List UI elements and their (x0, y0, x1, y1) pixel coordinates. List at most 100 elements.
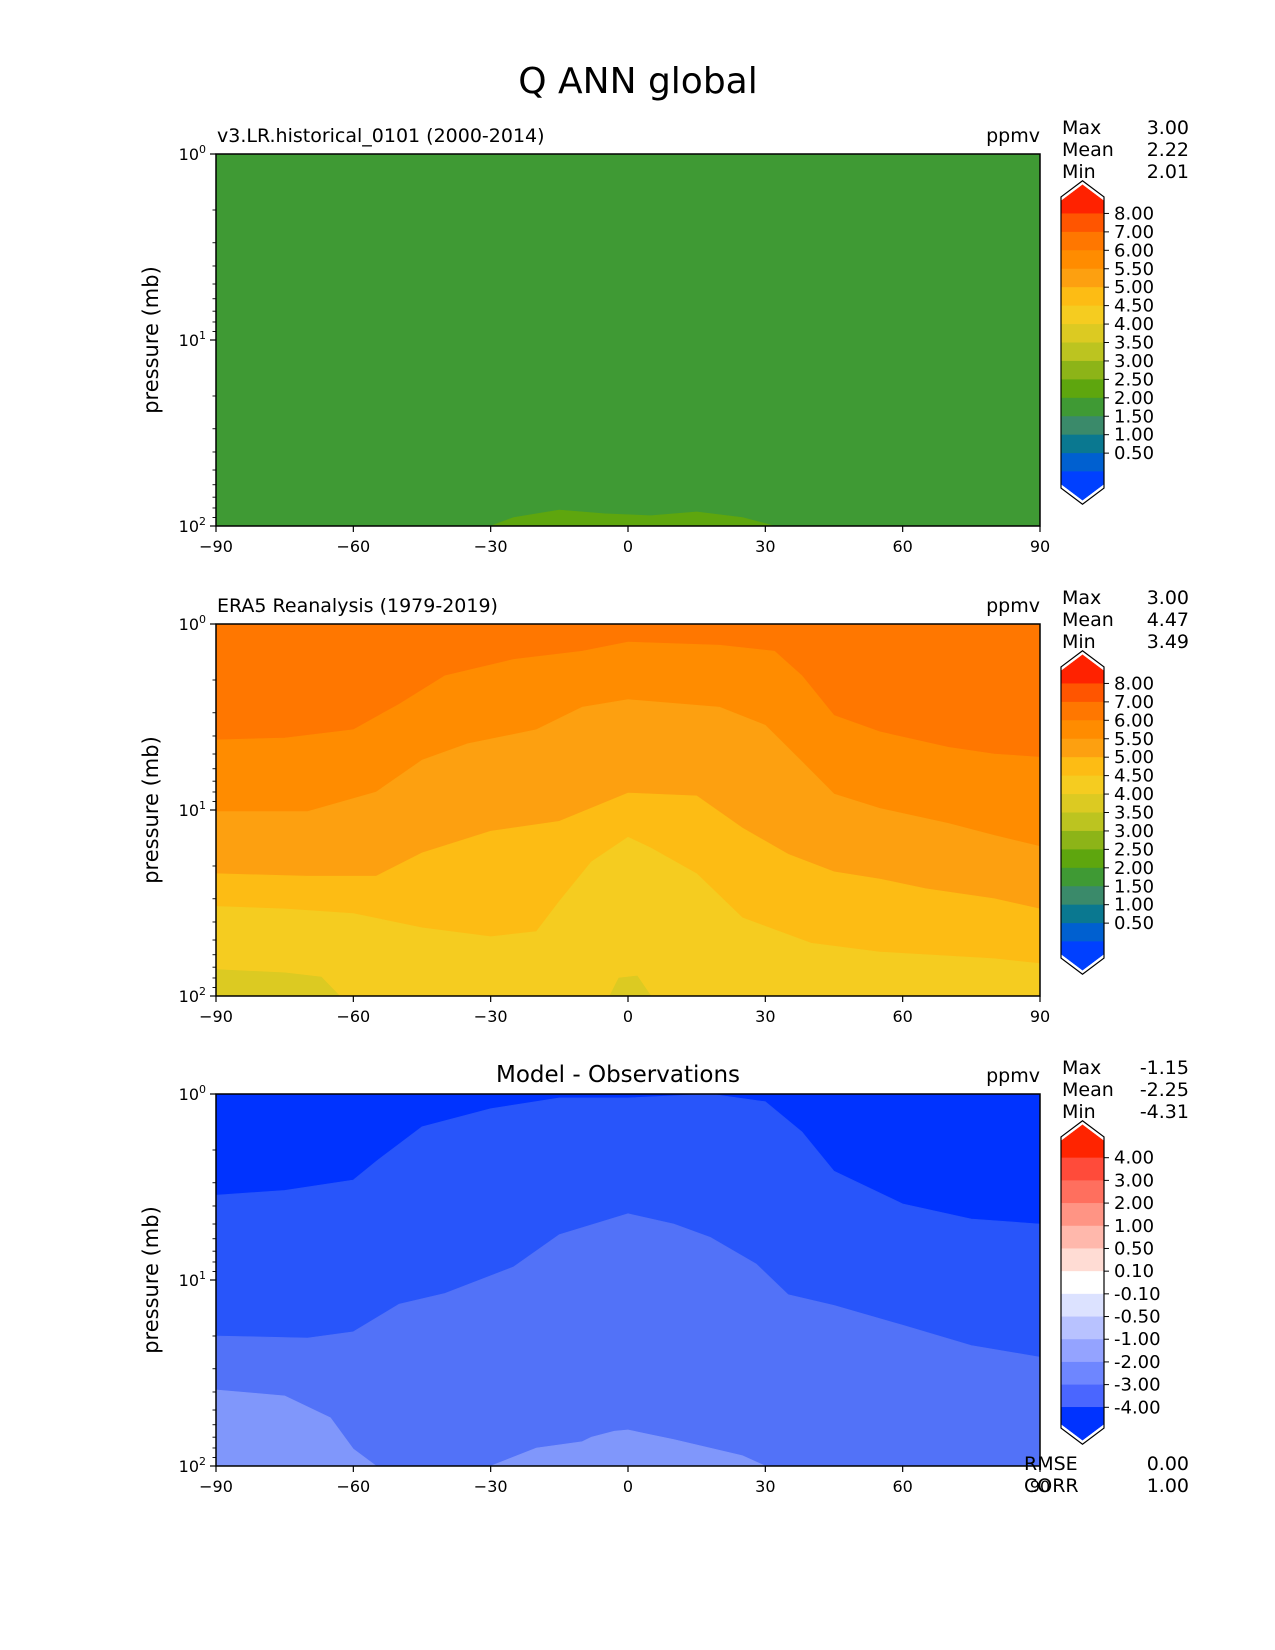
colorbar-tick-label: 0.10 (1114, 1261, 1154, 1282)
x-tick-label: 30 (755, 1477, 775, 1496)
y-axis-label: pressure (mb) (139, 1206, 163, 1354)
stat-value-mean: 4.47 (1147, 609, 1189, 631)
stat-value-min: 3.49 (1147, 631, 1189, 653)
colorbar-segment (1061, 849, 1104, 869)
colorbar-tick-label: 3.00 (1114, 821, 1154, 842)
colorbar-tick-label: 4.50 (1114, 296, 1154, 317)
colorbar-tick-label: 1.00 (1114, 425, 1154, 446)
colorbar-segment (1061, 1384, 1104, 1408)
colorbar-tick-label: 6.00 (1114, 710, 1154, 731)
colorbar-tick-label: 5.50 (1114, 259, 1154, 280)
colorbar-tick-label: -0.50 (1114, 1307, 1161, 1328)
x-tick-label: 0 (623, 537, 633, 556)
colorbar-tick-label: 1.50 (1114, 406, 1154, 427)
stat-value-mean: 2.22 (1147, 139, 1189, 161)
colorbar-segment (1061, 1203, 1104, 1227)
stat-label-max: Max (1062, 587, 1101, 609)
x-tick-label: 90 (1030, 1477, 1050, 1496)
x-tick-label: 90 (1030, 1007, 1050, 1026)
x-tick-label: −60 (336, 1477, 370, 1496)
colorbar-tick-label: 2.50 (1114, 839, 1154, 860)
colorbar-tick-label: 3.50 (1114, 803, 1154, 824)
colorbar-tick-label: 2.00 (1114, 388, 1154, 409)
stat-value-max: 3.00 (1147, 117, 1189, 139)
colorbar-tick-label: 4.00 (1114, 314, 1154, 335)
colorbar-segment (1061, 812, 1104, 832)
colorbar-tick-label: 2.00 (1114, 858, 1154, 879)
colorbar-tick-label: -2.00 (1114, 1352, 1161, 1373)
y-axis-label: pressure (mb) (139, 266, 163, 414)
x-tick-label: −30 (474, 1007, 508, 1026)
colorbar-segment (1061, 250, 1104, 270)
panel-2: ERA5 Reanalysis (1979-2019) ppmv −90 −60 −30… (139, 587, 1189, 1026)
colorbar-tick-label: 3.00 (1114, 351, 1154, 372)
contour-region-5 (490, 1429, 766, 1466)
x-tick-label: 90 (1030, 537, 1050, 556)
stat-label-mean: Mean (1062, 609, 1114, 631)
colorbar-segment (1061, 867, 1104, 887)
colorbar-segment (1061, 1316, 1104, 1340)
contour-region-2 (490, 509, 775, 526)
colorbar-tick-label: 5.00 (1114, 747, 1154, 768)
x-tick-label: 30 (755, 1007, 775, 1026)
colorbar-tick-label: 0.50 (1114, 1238, 1154, 1259)
units-label: ppmv (986, 125, 1040, 147)
colorbar-tick-label: -3.00 (1114, 1375, 1161, 1396)
contour-region-4 (216, 1389, 377, 1466)
colorbar-tick-label: 1.00 (1114, 1216, 1154, 1237)
panel-1: v3.LR.historical_0101 (2000-2014) ppmv −90… (139, 117, 1189, 556)
colorbar-segment (1061, 904, 1104, 924)
contour-region-1 (216, 154, 1040, 526)
colorbar-segment (1061, 757, 1104, 777)
y-tick-label: 101 (179, 799, 206, 820)
stat-label-min: Min (1062, 1101, 1096, 1123)
panel-title: Model - Observations (496, 1062, 740, 1088)
colorbar-segment (1061, 1157, 1104, 1181)
colorbar-segment (1061, 886, 1104, 906)
colorbar-segment (1061, 213, 1104, 233)
colorbar-tick-label: 4.00 (1114, 784, 1154, 805)
colorbar-tick-label: 5.50 (1114, 729, 1154, 750)
colorbar-segment (1060, 1407, 1105, 1441)
colorbar-tick-label: -1.00 (1114, 1329, 1161, 1350)
colorbar-segment (1061, 1225, 1104, 1249)
contour-region-7 (609, 975, 652, 996)
panel-title: ERA5 Reanalysis (1979-2019) (217, 595, 498, 617)
stat-value-max: -1.15 (1140, 1057, 1189, 1079)
y-tick-label: 100 (179, 1083, 206, 1104)
x-tick-label: −60 (336, 1007, 370, 1026)
panel-title: v3.LR.historical_0101 (2000-2014) (217, 125, 545, 147)
colorbar-segment (1061, 231, 1104, 251)
colorbar-segment (1061, 701, 1104, 721)
colorbar-segment (1061, 1271, 1104, 1295)
stat-label-min: Min (1062, 161, 1096, 183)
colorbar-outline (1060, 650, 1105, 975)
colorbar-tick-label: 5.00 (1114, 277, 1154, 298)
contour-region-6 (216, 969, 341, 996)
colorbar-tick-label: 1.50 (1114, 876, 1154, 897)
contour-region-3 (216, 1213, 1040, 1466)
colorbar-tick-label: 7.00 (1114, 222, 1154, 243)
x-tick-label: 0 (623, 1477, 633, 1496)
stat-label-max: Max (1062, 117, 1101, 139)
colorbar-tick-label: 2.00 (1114, 1193, 1154, 1214)
y-tick-label: 102 (179, 1455, 206, 1476)
colorbar-tick-label: -0.10 (1114, 1284, 1161, 1305)
colorbar-tick-label: 8.00 (1114, 673, 1154, 694)
colorbar-tick-label: 7.00 (1114, 692, 1154, 713)
contour-region-5 (216, 836, 1040, 996)
contour-region-8 (499, 990, 546, 996)
colorbar-tick-label: 4.50 (1114, 766, 1154, 787)
figure-title: Q ANN global (518, 61, 758, 102)
contour-fills (216, 154, 1040, 526)
stat-value-mean: -2.25 (1140, 1079, 1189, 1101)
colorbar-segment (1061, 1293, 1104, 1317)
stat-value-corr: 1.00 (1147, 1475, 1189, 1497)
stat-label-corr: CORR (1024, 1475, 1079, 1497)
colorbar-segment (1061, 416, 1104, 436)
colorbar-segment (1061, 923, 1104, 942)
x-tick-label: 60 (892, 1477, 912, 1496)
x-tick-label: 60 (892, 537, 912, 556)
colorbar-segment (1061, 794, 1104, 813)
colorbar-segment (1061, 324, 1104, 343)
